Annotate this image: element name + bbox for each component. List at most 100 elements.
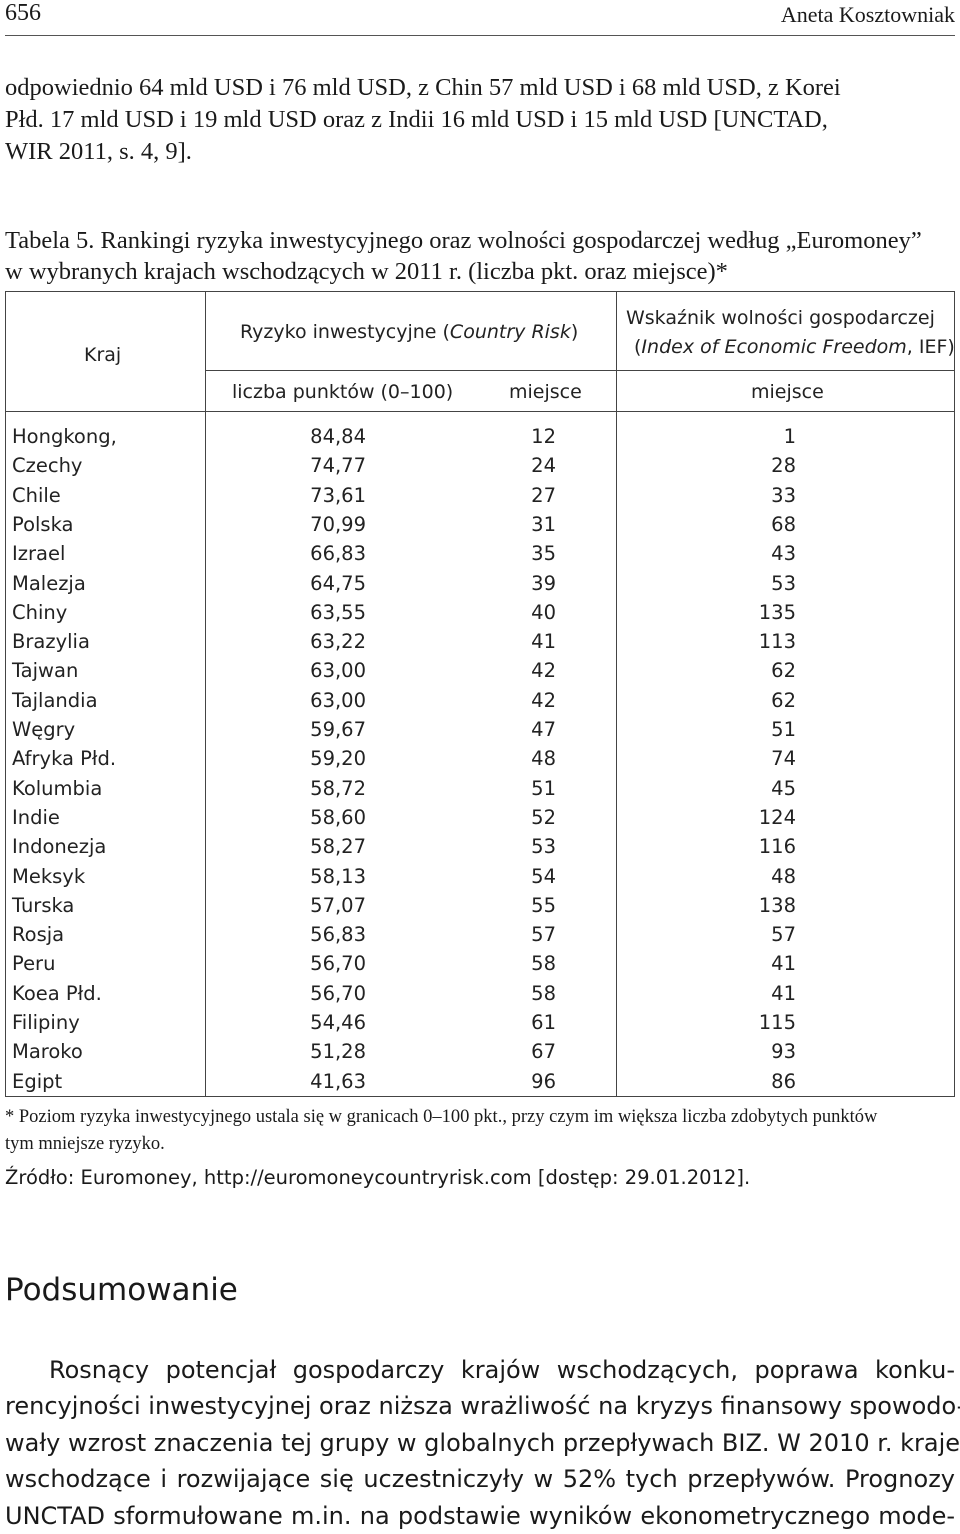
- cell-country: Egipt: [12, 1069, 63, 1093]
- header-country: Kraj: [84, 344, 122, 366]
- cell-risk-rank: 54: [531, 864, 556, 888]
- table-footnote: * Poziom ryzyka inwestycyjnego ustala si…: [5, 1104, 955, 1158]
- cell-points: 73,61: [310, 483, 366, 507]
- table-row: Tajwan 63,00 42 62: [6, 659, 954, 688]
- cell-points: 58,27: [310, 835, 366, 859]
- cell-points: 74,77: [310, 454, 366, 478]
- cell-country: Izrael: [12, 542, 66, 566]
- cell-risk-rank: 40: [531, 600, 556, 624]
- cell-points: 63,55: [310, 600, 366, 624]
- cell-risk-rank: 53: [531, 835, 556, 859]
- header-risk-prefix: Ryzyko inwestycyjne (: [240, 321, 450, 343]
- table-row: Filipiny 54,46 61 115: [6, 1011, 954, 1040]
- cell-risk-rank: 27: [531, 483, 556, 507]
- cell-ief-rank: 62: [771, 688, 796, 712]
- table-row: Afryka Płd. 59,20 48 74: [6, 747, 954, 776]
- table-source: Źródło: Euromoney, http://euromoneycount…: [5, 1166, 751, 1189]
- table-row: Kolumbia 58,72 51 45: [6, 777, 954, 806]
- running-header-author: Aneta Kosztowniak: [780, 2, 955, 27]
- header-points: liczba punktów (0–100): [232, 381, 454, 403]
- cell-ief-rank: 41: [771, 981, 796, 1005]
- cell-ief-rank: 28: [771, 454, 796, 478]
- cell-country: Chile: [12, 483, 61, 507]
- cell-country: Brazylia: [12, 630, 90, 654]
- cell-points: 64,75: [310, 571, 366, 595]
- header-risk-suffix: ): [570, 321, 579, 343]
- cell-ief-rank: 138: [758, 893, 796, 917]
- cell-points: 56,70: [310, 981, 366, 1005]
- cell-country: Filipiny: [12, 1011, 80, 1034]
- cell-country: Tajwan: [12, 659, 79, 683]
- table-row: Malezja 64,75 39 53: [6, 572, 954, 601]
- cell-ief-rank: 68: [771, 512, 796, 536]
- cell-country: Peru: [12, 952, 56, 976]
- cell-risk-rank: 67: [531, 1040, 556, 1064]
- table-row: Egipt 41,63 96 86: [6, 1070, 954, 1099]
- table-caption: Tabela 5. Rankingi ryzyka inwestycyjnego…: [5, 225, 955, 287]
- cell-points: 56,83: [310, 923, 366, 947]
- cell-risk-rank: 58: [531, 981, 556, 1005]
- caption-line: w wybranych krajach wschodzących w 2011 …: [5, 258, 728, 285]
- table-row: Brazylia 63,22 41 113: [6, 630, 954, 659]
- cell-points: 59,20: [310, 747, 366, 771]
- cell-country: Koea Płd.: [12, 981, 102, 1005]
- table-row: Izrael 66,83 35 43: [6, 542, 954, 571]
- cell-points: 63,00: [310, 659, 366, 683]
- paragraph-line: rencyjności inwestycyjnej oraz niższa wr…: [5, 1392, 960, 1421]
- cell-risk-rank: 96: [531, 1069, 556, 1093]
- table-row: Koea Płd. 56,70 58 41: [6, 982, 954, 1011]
- cell-country: Hongkong,: [12, 425, 117, 448]
- table-row: Chiny 63,55 40 135: [6, 601, 954, 630]
- summary-paragraph: Rosnący potencjał gospodarczy krajów wsc…: [5, 1352, 960, 1534]
- cell-risk-rank: 31: [531, 512, 556, 536]
- table-row: Polska 70,99 31 68: [6, 513, 954, 542]
- page-number: 656: [5, 0, 41, 26]
- header-ief-group-line1: Wskaźnik wolności gospodarczej: [626, 307, 935, 329]
- header-divider: [205, 370, 954, 371]
- table-row: Chile 73,61 27 33: [6, 484, 954, 513]
- paragraph-line: wschodzące i rozwijające się uczestniczy…: [5, 1465, 955, 1494]
- cell-points: 58,13: [310, 864, 366, 888]
- header-ief-italic: Index of Economic Freedom: [641, 336, 907, 358]
- table-row: Rosja 56,83 57 57: [6, 923, 954, 952]
- table-row: Peru 56,70 58 41: [6, 952, 954, 981]
- cell-risk-rank: 61: [531, 1011, 556, 1034]
- cell-risk-rank: 48: [531, 747, 556, 771]
- cell-ief-rank: 116: [758, 835, 796, 859]
- cell-ief-rank: 41: [771, 952, 796, 976]
- paragraph-line: wały wzrost znaczenia tej grupy w global…: [5, 1428, 960, 1457]
- table-row: Czechy 74,77 24 28: [6, 454, 954, 483]
- cell-risk-rank: 58: [531, 952, 556, 976]
- cell-country: Kolumbia: [12, 776, 103, 800]
- table-row: Indie 58,60 52 124: [6, 806, 954, 835]
- cell-ief-rank: 45: [771, 776, 796, 800]
- cell-points: 58,72: [310, 776, 366, 800]
- paragraph-line: odpowiednio 64 mld USD i 76 mld USD, z C…: [5, 74, 841, 101]
- cell-country: Indie: [12, 805, 60, 829]
- rankings-table: Kraj Ryzyko inwestycyjne (Country Risk) …: [5, 291, 955, 1097]
- section-title: Podsumowanie: [5, 1272, 238, 1308]
- footnote-line: * Poziom ryzyka inwestycyjnego ustala si…: [5, 1107, 878, 1127]
- cell-country: Węgry: [12, 718, 76, 741]
- header-ief-suffix: , IEF): [906, 336, 955, 358]
- cell-points: 84,84: [310, 425, 366, 448]
- table-row: Węgry 59,67 47 51: [6, 718, 954, 747]
- cell-points: 51,28: [310, 1040, 366, 1064]
- paragraph-line: Płd. 17 mld USD i 19 mld USD oraz z Indi…: [5, 106, 828, 133]
- header-rule: [5, 35, 955, 36]
- cell-ief-rank: 135: [758, 600, 796, 624]
- header-ief-prefix: (: [634, 336, 642, 358]
- cell-points: 59,67: [310, 718, 366, 741]
- header-bottom-divider: [6, 411, 954, 412]
- cell-risk-rank: 24: [531, 454, 556, 478]
- cell-ief-rank: 57: [771, 923, 796, 947]
- cell-risk-rank: 41: [531, 630, 556, 654]
- cell-risk-rank: 12: [531, 425, 556, 448]
- cell-ief-rank: 33: [771, 483, 796, 507]
- cell-ief-rank: 124: [758, 805, 796, 829]
- intro-paragraph: odpowiednio 64 mld USD i 76 mld USD, z C…: [5, 72, 955, 168]
- table-divider: [205, 292, 206, 1096]
- cell-ief-rank: 62: [771, 659, 796, 683]
- table-row: Hongkong, 84,84 12 1: [6, 425, 954, 454]
- paragraph-line: Rosnący potencjał gospodarczy krajów wsc…: [49, 1356, 955, 1384]
